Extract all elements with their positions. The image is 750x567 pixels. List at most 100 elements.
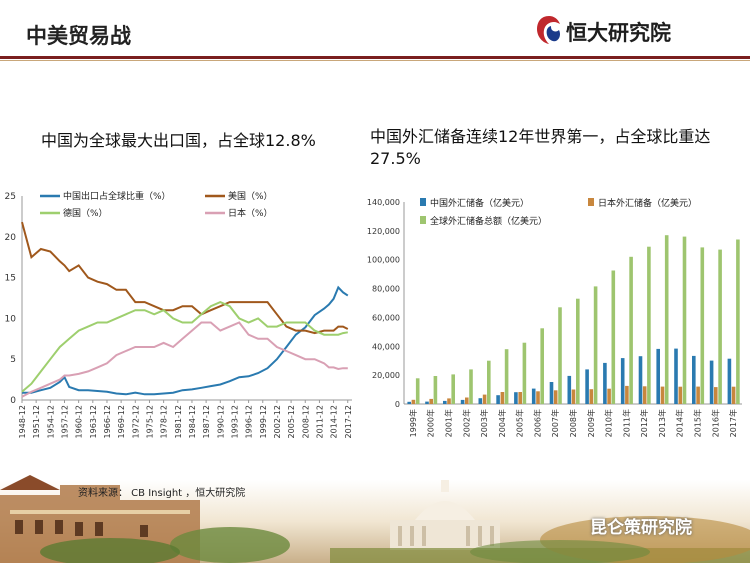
y-tick-label: 20 <box>5 233 17 243</box>
x-tick-label: 1969-12 <box>117 405 126 438</box>
x-tick-label: 1963-12 <box>89 405 98 438</box>
x-tick-label: 2010年 <box>604 409 614 437</box>
bar <box>589 389 594 404</box>
footer-scenery <box>0 440 750 566</box>
bar <box>660 386 665 404</box>
bar <box>558 307 562 404</box>
bar <box>451 374 455 404</box>
bar <box>522 342 527 404</box>
x-tick-label: 1993-12 <box>230 405 239 438</box>
x-tick-label: 1966-12 <box>103 405 112 438</box>
bar <box>415 378 420 404</box>
x-tick-label: 2000年 <box>426 409 436 437</box>
legend-label: 日本（%） <box>228 207 273 219</box>
bar <box>642 386 647 404</box>
x-tick-label: 2004年 <box>497 409 507 437</box>
y-tick-label: 60,000 <box>372 313 400 322</box>
bar <box>549 382 554 404</box>
legend-label: 美国（%） <box>228 190 273 202</box>
bar <box>447 398 451 404</box>
bar <box>514 392 518 404</box>
bar <box>567 375 572 404</box>
x-tick-label: 1954-12 <box>46 405 55 438</box>
y-tick-label: 80,000 <box>372 285 400 294</box>
x-tick-label: 1951-12 <box>32 405 41 438</box>
series-line <box>21 321 348 398</box>
y-tick-label: 40,000 <box>372 342 400 351</box>
bar <box>425 401 429 404</box>
bar <box>629 256 633 404</box>
page-title: 中美贸易战 <box>26 24 131 48</box>
bar <box>411 399 416 404</box>
bar <box>478 398 483 404</box>
x-tick-label: 1999年 <box>408 409 418 437</box>
x-tick-label: 2014-12 <box>330 405 339 438</box>
legend-swatch <box>588 198 594 206</box>
x-tick-label: 2012年 <box>639 409 649 437</box>
bar <box>727 358 732 404</box>
bar <box>593 286 598 404</box>
bar <box>531 388 536 404</box>
x-tick-label: 2011-12 <box>315 405 324 438</box>
bar <box>407 401 411 404</box>
bar <box>700 247 705 404</box>
y-tick-label: 0 <box>395 400 400 409</box>
x-tick-label: 1960-12 <box>75 405 84 438</box>
bar <box>682 236 687 404</box>
series-line <box>22 285 349 396</box>
legend-label: 日本外汇储备（亿美元） <box>598 197 697 209</box>
brand-logo: 恒大研究院 <box>536 13 736 47</box>
legend-label: 中国外汇储备（亿美元） <box>430 197 529 209</box>
series-line <box>21 301 348 393</box>
bar <box>656 348 660 404</box>
y-tick-label: 140,000 <box>367 198 400 207</box>
y-tick-label: 0 <box>10 396 16 406</box>
legend-label: 德国（%） <box>63 207 108 219</box>
bar <box>603 362 607 404</box>
y-tick-label: 5 <box>10 355 16 365</box>
legend-label: 全球外汇储备总额（亿美元） <box>430 215 547 227</box>
bar <box>718 249 722 404</box>
left-chart-caption: 中国为全球最大出口国，占全球12.8% <box>41 131 316 150</box>
bar <box>576 298 580 404</box>
logo-text: 恒大研究院 <box>566 21 671 45</box>
header: 中美贸易战 恒大研究院 <box>0 0 750 61</box>
x-tick-label: 1996-12 <box>245 405 254 438</box>
bar <box>585 369 589 404</box>
x-tick-label: 2013年 <box>657 409 667 437</box>
bar <box>709 360 714 404</box>
bar <box>736 239 740 404</box>
x-tick-label: 2007年 <box>550 409 560 437</box>
x-tick-label: 2005-12 <box>287 405 296 438</box>
x-tick-label: 1987-12 <box>202 405 211 438</box>
bar <box>678 386 683 404</box>
bar <box>504 349 509 404</box>
bar <box>553 390 558 404</box>
legend-swatch <box>420 198 426 206</box>
x-tick-label: 2009年 <box>586 409 596 437</box>
x-tick-label: 1948-12 <box>18 405 27 438</box>
right-chart-caption: 中国外汇储备连续12年世界第一，占全球比重达27.5% <box>370 127 711 168</box>
x-tick-label: 1972-12 <box>131 405 140 438</box>
bar <box>647 246 651 404</box>
watermark: 昆仑策研究院 <box>590 518 692 538</box>
x-tick-label: 2017-12 <box>344 405 353 438</box>
bar <box>500 392 505 404</box>
bar <box>611 270 616 404</box>
y-tick-label: 100,000 <box>367 256 400 265</box>
logo-icon <box>537 16 560 44</box>
source-note: 资料来源： CB Insight ，恒大研究院 <box>78 488 246 499</box>
bar <box>674 348 678 404</box>
bar <box>731 386 736 404</box>
bar <box>429 398 433 404</box>
legend-swatch <box>420 216 426 224</box>
legend-label: 中国出口占全球比重（%） <box>63 190 171 202</box>
bar <box>696 386 700 404</box>
bar <box>433 376 438 404</box>
y-tick-label: 15 <box>5 274 16 284</box>
bar <box>487 360 491 404</box>
x-tick-label: 1984-12 <box>188 405 197 438</box>
x-tick-label: 2005年 <box>515 409 525 437</box>
bar <box>607 388 611 404</box>
x-tick-label: 2008年 <box>568 409 578 437</box>
